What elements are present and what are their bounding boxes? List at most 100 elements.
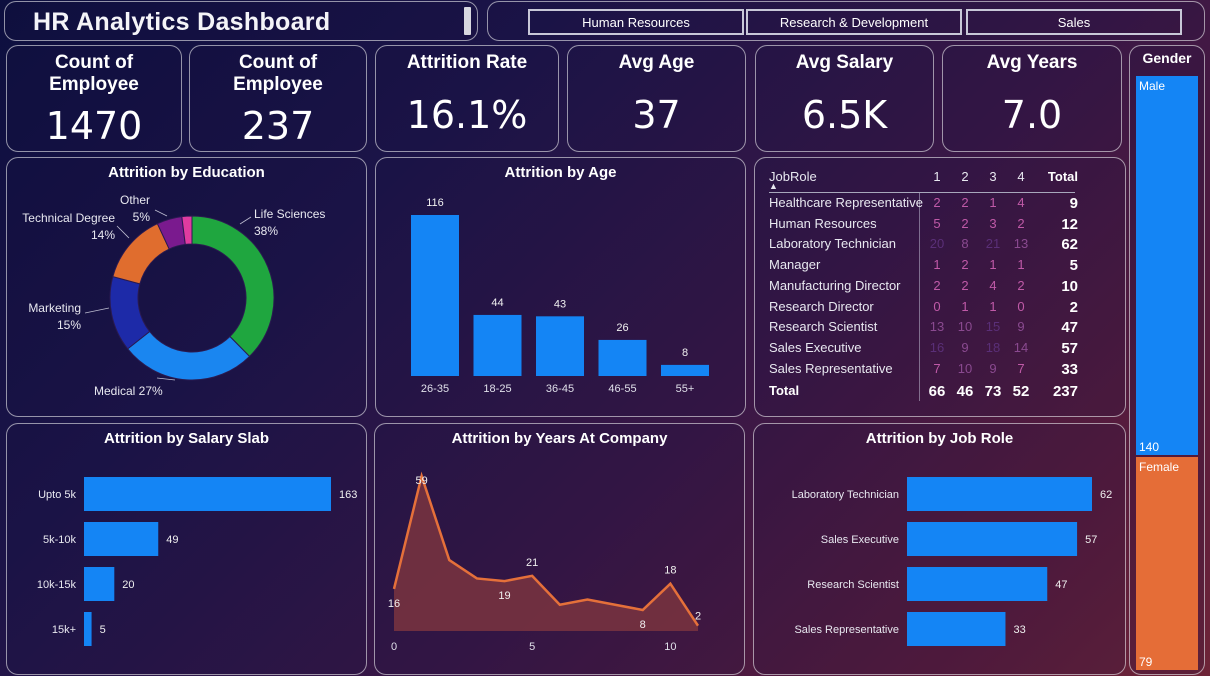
tick-label: 18-25 xyxy=(483,383,511,395)
kpi-title: Count of Employee xyxy=(7,52,181,96)
matrix-cell: 10 xyxy=(957,319,973,335)
tick-label: 5 xyxy=(529,641,535,653)
matrix-cell: 8 xyxy=(961,236,969,252)
age-bar xyxy=(661,364,709,376)
kpi-value: 1470 xyxy=(45,104,143,148)
matrix-cell: 9 xyxy=(989,360,997,376)
matrix-cell: 5 xyxy=(933,215,941,231)
donut-slice xyxy=(126,330,251,381)
education-donut: Life Sciences 38% Medical 27% Marketing 15% T… xyxy=(22,193,325,398)
salary-bar xyxy=(84,612,92,646)
sort-asc-icon[interactable]: ▲ xyxy=(769,181,778,191)
slicer-sales[interactable]: Sales xyxy=(966,9,1182,35)
kpi-value: 7.0 xyxy=(1001,93,1063,137)
matrix-cell: 1 xyxy=(989,195,997,210)
jobrole-matrix: JobRole ▲ 1 2 3 4 Total Healthcare Representati… xyxy=(754,157,1126,417)
donut-slice xyxy=(191,215,275,358)
data-label: 57 xyxy=(1085,534,1097,546)
category-label: Upto 5k xyxy=(38,489,76,501)
slicer-research-development[interactable]: Research & Development xyxy=(746,9,962,35)
data-label: 26 xyxy=(616,322,628,334)
slice-pct: 14% xyxy=(91,228,115,242)
salary-bar xyxy=(84,522,159,556)
matrix-cell: 2 xyxy=(961,277,969,293)
gender-bar-female[interactable]: Female 79 xyxy=(1136,457,1198,670)
kpi-avg-years: Avg Years 7.0 xyxy=(942,45,1122,152)
row-label: Laboratory Technician xyxy=(769,236,896,252)
row-label: Human Resources xyxy=(769,215,877,231)
data-label: 8 xyxy=(682,347,688,359)
matrix-cell: 1 xyxy=(989,257,997,273)
gender-bar-male[interactable]: Male 140 xyxy=(1136,76,1198,455)
matrix-cell: 0 xyxy=(1017,298,1025,314)
slice-name: Other xyxy=(120,193,150,207)
data-label: 2 xyxy=(695,611,701,623)
data-label: 62 xyxy=(1100,489,1112,501)
matrix-cell: 18 xyxy=(985,339,1001,355)
age-bar xyxy=(536,316,584,376)
row-label: Research Scientist xyxy=(769,319,878,335)
category-label: 5k-10k xyxy=(43,534,77,546)
matrix-cell: 3 xyxy=(989,215,997,231)
leader-line xyxy=(239,216,252,225)
row-label: Sales Representative xyxy=(769,360,893,376)
matrix-cell: 2 xyxy=(933,277,941,293)
matrix-row: Healthcare Representative 2 2 1 4 9 xyxy=(763,195,1123,216)
matrix-cell: 14 xyxy=(1013,339,1029,355)
chart-title: Attrition by Age xyxy=(504,164,617,181)
data-label: 43 xyxy=(554,298,566,310)
header-jobrole[interactable]: JobRole xyxy=(769,169,817,184)
matrix-cell: 15 xyxy=(985,319,1001,335)
header-col[interactable]: 2 xyxy=(961,169,969,184)
kpi-title-line2: Employee xyxy=(49,74,139,95)
matrix-cell: 13 xyxy=(1013,236,1029,252)
tick-label: 10 xyxy=(664,641,676,653)
data-label: 8 xyxy=(640,619,646,631)
matrix-cell: 73 xyxy=(984,383,1002,401)
row-total: 10 xyxy=(1061,277,1078,295)
header-total[interactable]: Total xyxy=(1047,169,1078,184)
data-label: 163 xyxy=(339,489,357,501)
header-divider xyxy=(769,192,1075,193)
age-bar xyxy=(411,215,459,376)
row-total: 57 xyxy=(1061,339,1078,357)
matrix-row: Sales Executive 16 9 18 14 57 xyxy=(763,340,1123,361)
row-total: 33 xyxy=(1061,360,1078,378)
tick-label: 46-55 xyxy=(608,383,636,395)
jobrole-bar xyxy=(907,522,1078,556)
donut-slice xyxy=(181,215,193,245)
title-panel: HR Analytics Dashboard xyxy=(4,1,478,41)
matrix-row: Research Scientist 13 10 15 9 47 xyxy=(763,319,1123,340)
row-label: Manufacturing Director xyxy=(769,277,901,293)
jobrole-bar xyxy=(907,567,1048,601)
kpi-title: Avg Salary xyxy=(795,52,894,73)
row-label: Research Director xyxy=(769,298,874,314)
leader-line xyxy=(154,209,168,217)
age-bar xyxy=(598,339,647,376)
age-bar xyxy=(473,314,522,376)
header-col[interactable]: 1 xyxy=(933,169,941,184)
matrix-cell: 2 xyxy=(1017,277,1025,293)
age-bars: 116 26-35 44 18-25 43 36-45 26 46-55 8 55+ xyxy=(411,197,709,395)
category-label: Laboratory Technician xyxy=(792,489,899,501)
category-label: Sales Executive xyxy=(821,534,899,546)
kpi-value: 37 xyxy=(632,93,681,137)
kpi-value: 16.1% xyxy=(406,93,528,137)
years-area: 16 59 19 21 8 18 2 0 5 10 xyxy=(388,471,701,653)
data-label: 5 xyxy=(100,624,106,636)
tick-label: 55+ xyxy=(676,383,695,395)
kpi-title: Avg Age xyxy=(618,52,695,73)
matrix-cell: 4 xyxy=(989,277,997,293)
slicer-human-resources[interactable]: Human Resources xyxy=(528,9,744,35)
slice-name: Life Sciences xyxy=(254,207,325,221)
row-total: 237 xyxy=(1052,383,1078,401)
chart-title: Attrition by Salary Slab xyxy=(103,430,270,447)
matrix-cell: 2 xyxy=(1017,215,1025,231)
gender-value: 79 xyxy=(1139,654,1153,669)
gender-value: 140 xyxy=(1139,440,1160,454)
header-col[interactable]: 3 xyxy=(989,169,997,184)
kpi-count-employee-attrition: Count of Employee 237 xyxy=(189,45,367,152)
kpi-title: Attrition Rate xyxy=(406,52,528,73)
header-col[interactable]: 4 xyxy=(1017,169,1025,184)
data-label: 19 xyxy=(498,590,510,602)
